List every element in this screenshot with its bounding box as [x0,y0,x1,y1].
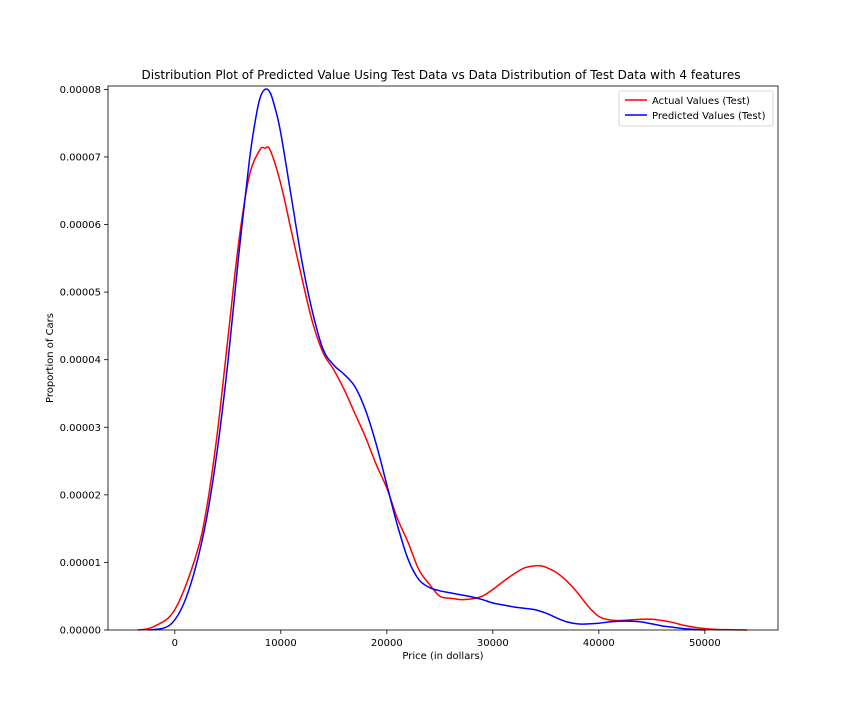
legend-label-predicted: Predicted Values (Test) [652,111,766,122]
x-tick-label: 0 [172,638,178,649]
x-axis-label: Price (in dollars) [402,651,483,662]
series-line-predicted [148,88,705,631]
x-tick-label: 20000 [371,638,403,649]
y-axis-label: Proportion of Cars [45,313,56,403]
y-tick-label: 0.00008 [60,85,101,96]
y-axis-ticks: 0.00000 0.00001 0.00002 0.00003 0.00004 0.000… [60,85,108,637]
y-tick-label: 0.00006 [60,220,101,231]
series-line-actual [137,146,748,631]
plot-border [107,85,779,631]
y-tick-label: 0.00002 [60,490,101,501]
legend-box [618,90,774,127]
x-tick-label: 30000 [477,638,509,649]
x-tick-label: 10000 [265,638,297,649]
x-tick-label: 50000 [689,638,721,649]
plot-frame [108,86,778,630]
y-tick-label: 0.00007 [60,152,101,163]
y-tick-label: 0.00005 [60,288,101,299]
legend: Actual Values (Test) Predicted Values (T… [618,90,774,127]
chart-title: Distribution Plot of Predicted Value Usi… [142,68,741,82]
plot-area: 0 10000 20000 30000 40000 50000 0.000000.0000… [60,85,779,649]
y-tick-label: 0.00004 [60,355,101,366]
y-tick-label: 0.00003 [60,423,101,434]
y-tick-label: 0.00001 [60,558,101,569]
x-tick-label: 40000 [583,638,615,649]
y-tick-label: 0.00000 [60,626,101,637]
series-layer [137,88,748,631]
legend-label-actual: Actual Values (Test) [652,96,750,107]
x-axis-ticks: 0 10000 20000 30000 40000 50000 [172,630,721,649]
